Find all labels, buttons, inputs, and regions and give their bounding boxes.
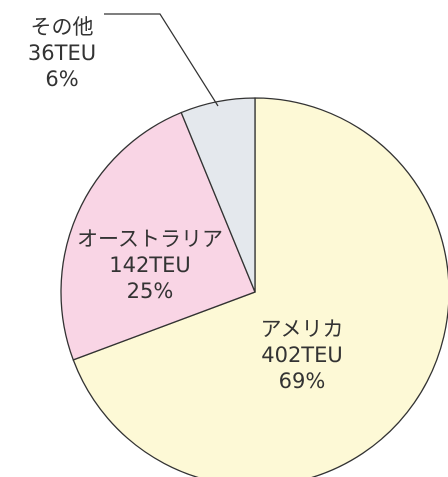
slice-label: その他 [31,15,94,39]
value-label: 36TEU [28,41,96,65]
value-label: 402TEU [261,343,343,367]
value-label: 142TEU [109,253,191,277]
percent-label: 25% [127,279,174,303]
pie-slice [180,97,256,293]
pie-slice [72,97,448,477]
slice-label: アメリカ [261,317,344,341]
leader-line [104,13,219,107]
percent-label: 69% [279,369,326,393]
percent-label: 6% [45,67,78,91]
slice-label: オーストラリア [77,227,223,251]
